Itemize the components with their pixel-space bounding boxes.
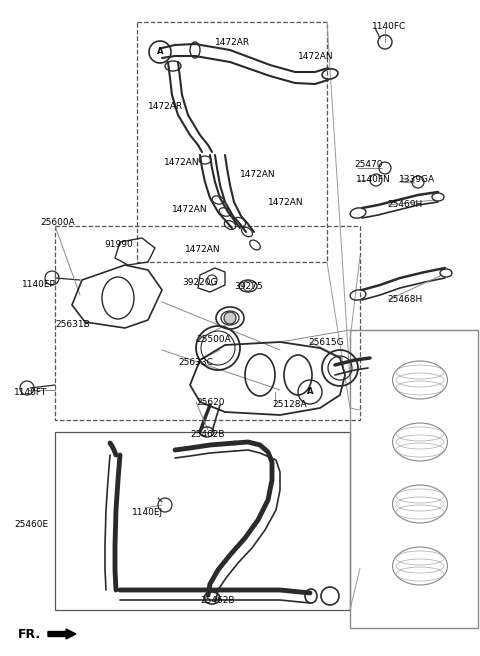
Text: 25462B: 25462B — [190, 430, 225, 439]
Text: 1472AN: 1472AN — [268, 198, 304, 207]
Text: 1140FN: 1140FN — [356, 175, 391, 184]
Text: 1339GA: 1339GA — [399, 175, 435, 184]
Text: A: A — [157, 47, 163, 56]
Text: 25468H: 25468H — [387, 295, 422, 304]
FancyArrow shape — [48, 629, 76, 639]
Bar — [55, 432, 350, 610]
Text: 25469H: 25469H — [387, 200, 422, 209]
Text: 1140FT: 1140FT — [14, 388, 47, 397]
Bar — [137, 22, 327, 262]
Text: 1140FC: 1140FC — [372, 22, 406, 31]
Text: 25470: 25470 — [354, 160, 383, 169]
Text: 1140EP: 1140EP — [22, 280, 56, 289]
Text: 25600A: 25600A — [40, 218, 75, 227]
Text: 25633C: 25633C — [178, 358, 213, 367]
Text: 25631B: 25631B — [55, 320, 90, 329]
Circle shape — [224, 312, 236, 324]
Text: 1472AN: 1472AN — [185, 245, 221, 254]
Text: 1472AN: 1472AN — [298, 52, 334, 61]
Text: 39275: 39275 — [234, 282, 263, 291]
Text: 1472AN: 1472AN — [240, 170, 276, 179]
Text: 25128A: 25128A — [272, 400, 307, 409]
Text: FR.: FR. — [18, 628, 41, 640]
Text: 1472AR: 1472AR — [148, 102, 183, 111]
Text: 1472AN: 1472AN — [164, 158, 200, 167]
Text: 25460E: 25460E — [14, 520, 48, 529]
Bar — [350, 330, 478, 628]
Text: 1140EJ: 1140EJ — [132, 508, 163, 517]
Text: 1472AR: 1472AR — [215, 38, 250, 47]
Text: 39220G: 39220G — [182, 278, 217, 287]
Text: 25500A: 25500A — [196, 335, 231, 344]
Text: 25620: 25620 — [196, 398, 225, 407]
Bar — [55, 226, 360, 420]
Text: 1472AN: 1472AN — [172, 205, 208, 214]
Text: 25615G: 25615G — [308, 338, 344, 347]
Text: A: A — [307, 388, 313, 396]
Text: 91990: 91990 — [104, 240, 133, 249]
Text: 25462B: 25462B — [200, 596, 235, 605]
